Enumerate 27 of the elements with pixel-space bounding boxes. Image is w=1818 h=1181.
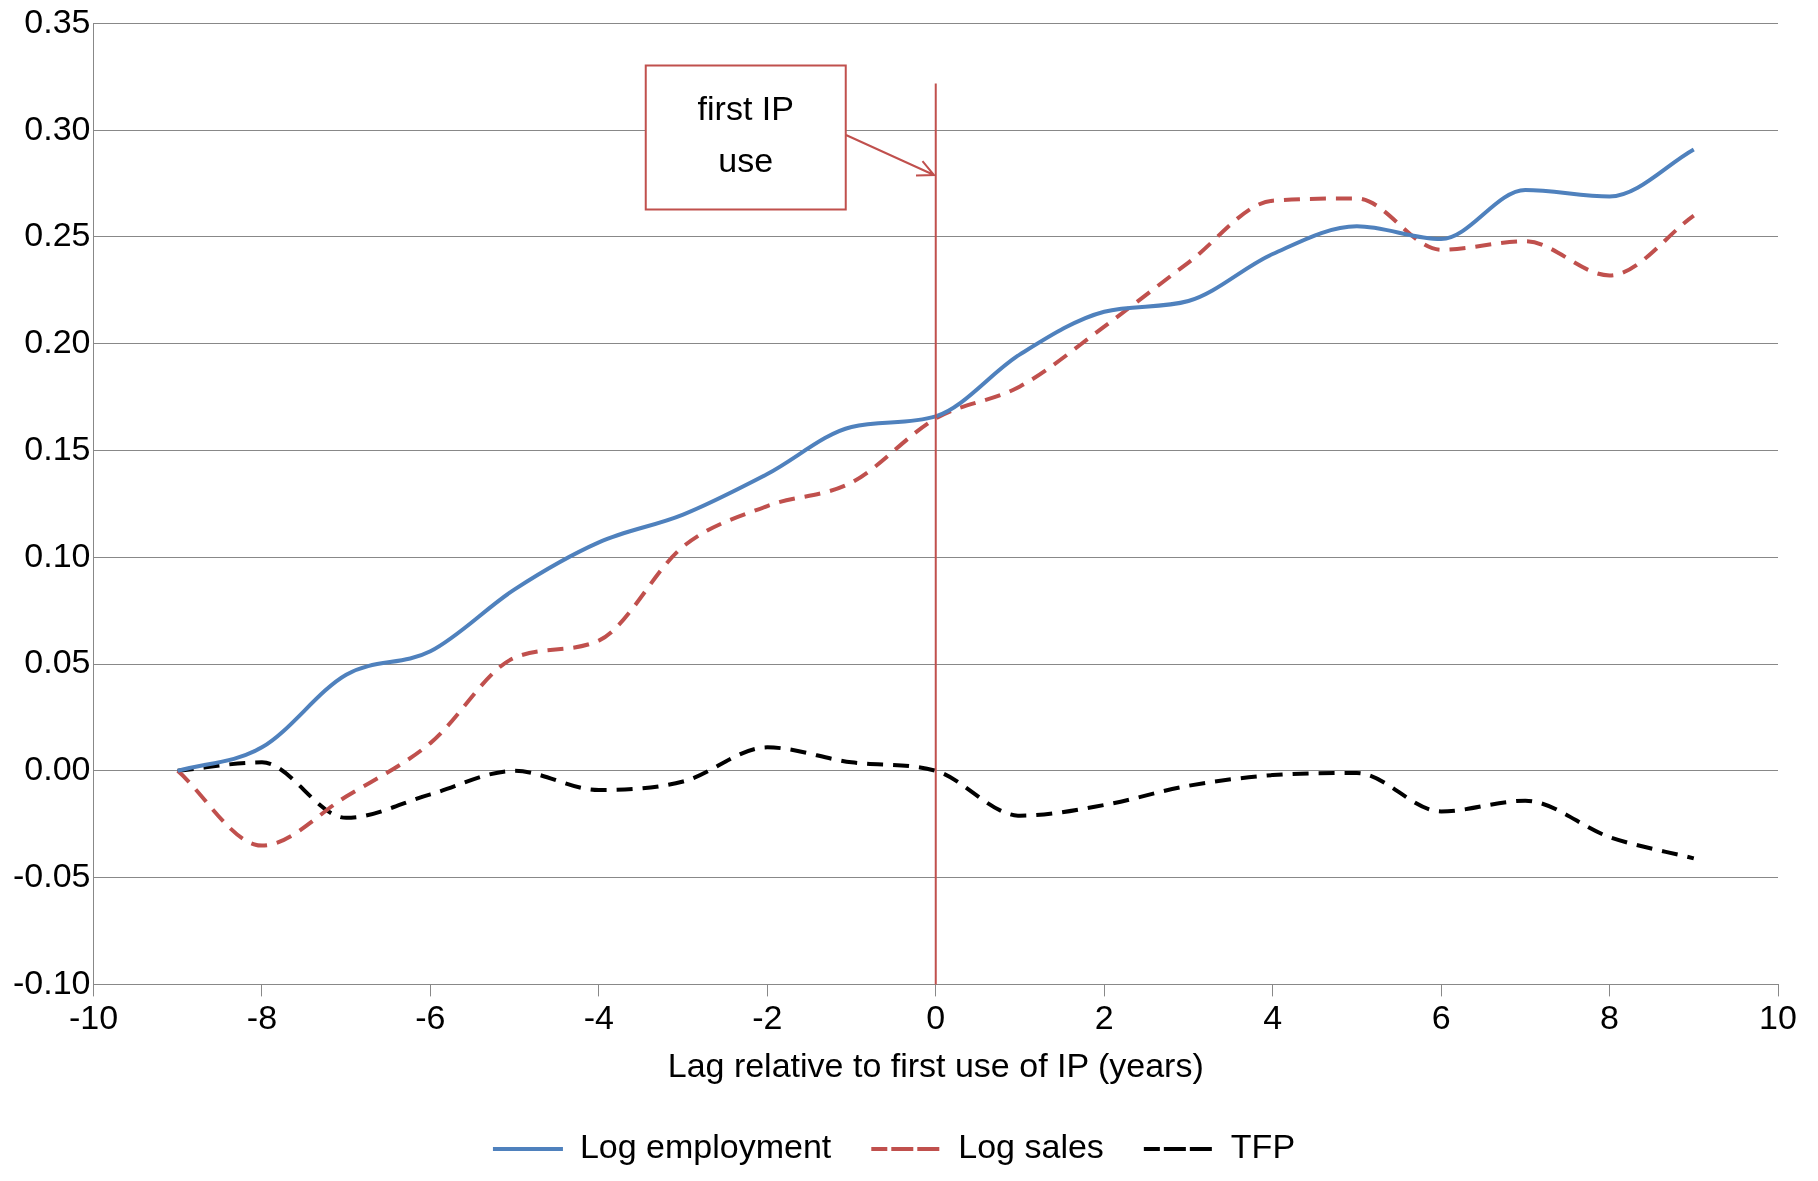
x-tick-label: 8 <box>1600 998 1620 1037</box>
x-tick-label: -8 <box>246 998 278 1037</box>
y-tick-label: 0.15 <box>24 428 91 467</box>
y-tick-label: -0.10 <box>13 962 91 1001</box>
x-tick-label: 2 <box>1094 998 1114 1037</box>
y-tick-label: 0.25 <box>24 215 91 254</box>
line-series <box>175 147 1696 773</box>
x-tick-label: -6 <box>415 998 446 1037</box>
x-axis-title: Lag relative to first use of IP (years) <box>667 1045 1204 1084</box>
y-tick-label: 0.35 <box>24 1 91 40</box>
y-tick-label: 0.00 <box>24 749 91 788</box>
x-tick-label: -2 <box>752 998 783 1037</box>
legend-label: TFP <box>1230 1127 1296 1166</box>
x-tick-label: -4 <box>583 998 614 1037</box>
x-tick-label: 10 <box>1759 998 1797 1037</box>
y-tick-label: 0.30 <box>24 108 91 147</box>
y-tick-label: -0.05 <box>13 856 91 894</box>
annotation: first IP use <box>697 88 794 179</box>
y-tick-label: 0.10 <box>24 535 91 574</box>
x-tick-label: 4 <box>1263 998 1283 1037</box>
y-tick-label: 0.20 <box>24 322 91 361</box>
x-tick-label: 0 <box>926 998 946 1037</box>
x-tick-label: 6 <box>1431 998 1451 1037</box>
legend-label: Log employment <box>579 1127 832 1166</box>
y-tick-label: 0.05 <box>24 642 91 681</box>
legend-label: Log sales <box>958 1127 1104 1166</box>
x-tick-label: -10 <box>68 998 119 1037</box>
